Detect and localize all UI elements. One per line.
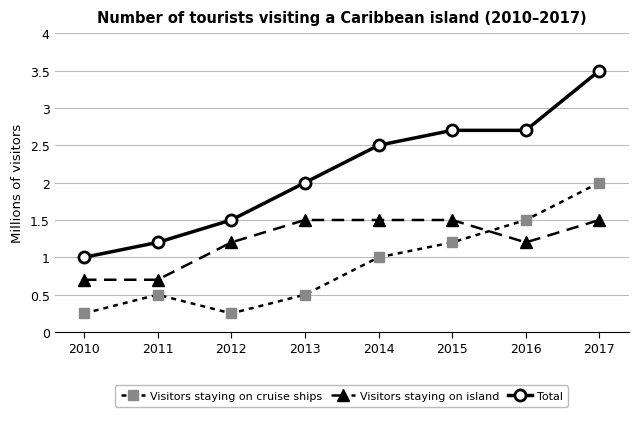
Y-axis label: Millions of visitors: Millions of visitors [11, 124, 24, 243]
Title: Number of tourists visiting a Caribbean island (2010–2017): Number of tourists visiting a Caribbean … [97, 11, 586, 26]
Legend: Visitors staying on cruise ships, Visitors staying on island, Total: Visitors staying on cruise ships, Visito… [115, 386, 568, 406]
